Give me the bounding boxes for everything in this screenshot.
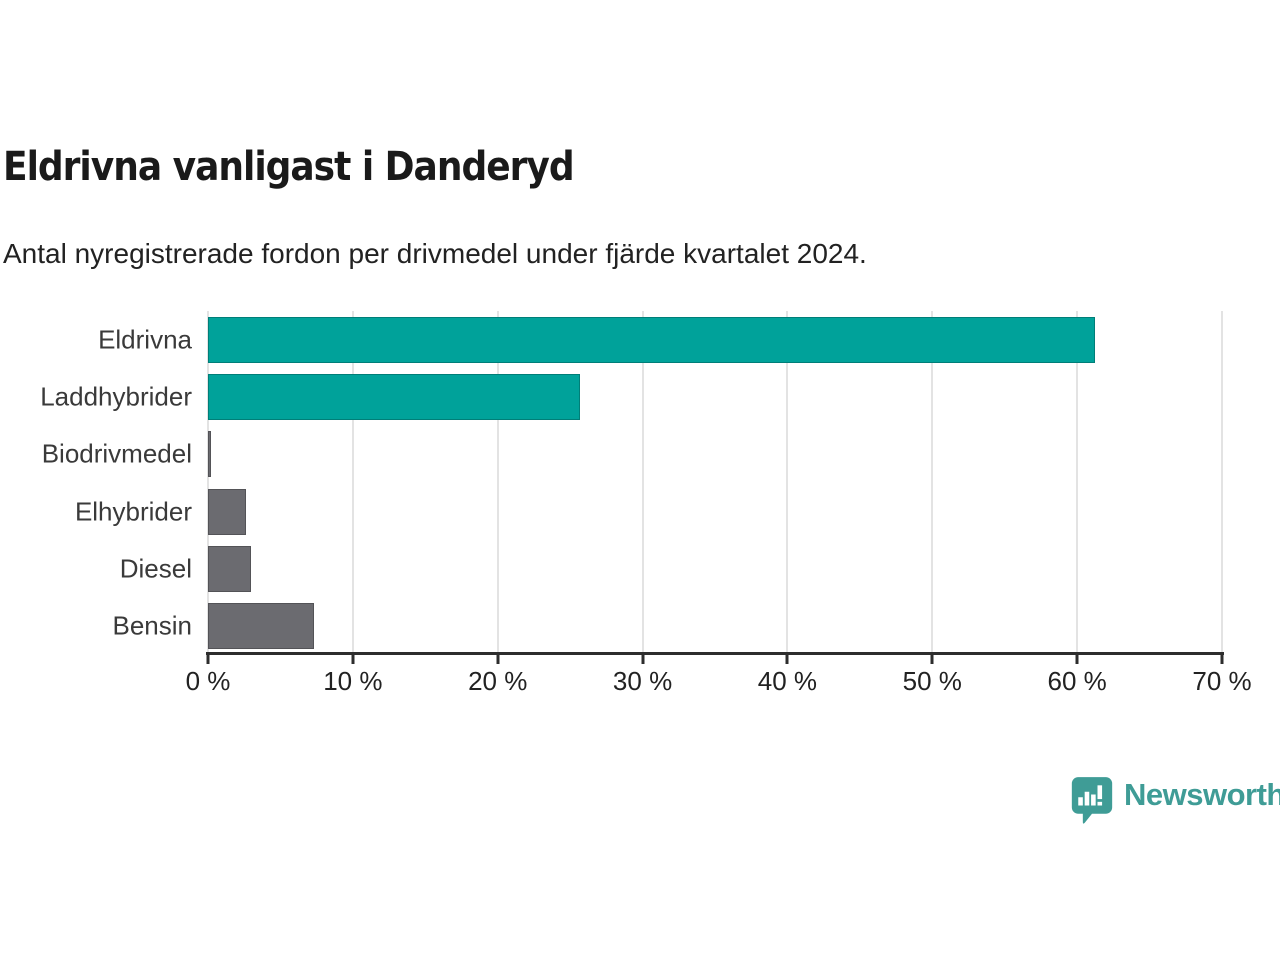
axis-tick-label: 60 % <box>1047 666 1107 696</box>
bar-elhybrider <box>208 488 246 535</box>
category-label: Diesel <box>119 553 192 584</box>
axis-tick <box>351 655 355 664</box>
category-label: Laddhybrider <box>40 381 192 412</box>
gridline <box>1076 311 1079 655</box>
gridline <box>641 311 644 655</box>
axis-tick-label: 30 % <box>612 666 673 696</box>
gridline <box>207 311 209 655</box>
bar-row <box>208 546 1222 592</box>
bar-row <box>208 316 1222 363</box>
axis-tick <box>930 655 934 664</box>
gridline <box>496 311 499 655</box>
axis-tick-label: 0 % <box>185 666 231 696</box>
axis-tick <box>1220 655 1224 664</box>
category-label: Biodrivmedel <box>41 438 192 469</box>
bar-bensin <box>208 603 314 650</box>
x-axis-line <box>206 652 1224 655</box>
bar-row <box>208 431 1222 478</box>
axis-tick-label: 10 % <box>323 666 383 696</box>
axis-tick-label: 20 % <box>468 666 528 696</box>
gridline <box>351 311 354 655</box>
chart-subtitle: Antal nyregistrerade fordon per drivmede… <box>3 238 867 269</box>
category-label: Eldrivna <box>98 324 192 355</box>
gridline <box>786 311 789 655</box>
axis-tick <box>206 655 210 664</box>
axis-tick-label: 50 % <box>902 666 962 696</box>
category-label: Elhybrider <box>74 496 192 527</box>
bar-diesel <box>208 546 252 592</box>
axis-tick <box>641 655 645 664</box>
axis-tick <box>785 655 789 664</box>
bar-eldrivna <box>208 316 1095 363</box>
axis-tick <box>1075 655 1079 664</box>
axis-tick <box>496 655 500 664</box>
axis-tick-label: 70 % <box>1192 666 1252 696</box>
bar-biodrivmedel <box>208 431 211 478</box>
axis-tick-label: 40 % <box>757 666 818 696</box>
newsworthy-speech-bubble-chart-icon <box>1071 777 1113 824</box>
plot-area <box>207 311 1223 655</box>
gridline <box>931 311 934 655</box>
category-label: Bensin <box>112 610 193 641</box>
bar-row <box>208 603 1222 650</box>
bar-row <box>208 488 1222 535</box>
chart-title: Eldrivna vanligast i Danderyd <box>3 144 575 190</box>
newsworthy-brand: Newsworthy <box>1070 775 1280 827</box>
bar-laddhybrider <box>208 374 581 420</box>
bar-row <box>208 374 1222 420</box>
gridline <box>1221 311 1223 655</box>
newsworthy-wordmark: Newsworthy <box>1124 777 1280 812</box>
